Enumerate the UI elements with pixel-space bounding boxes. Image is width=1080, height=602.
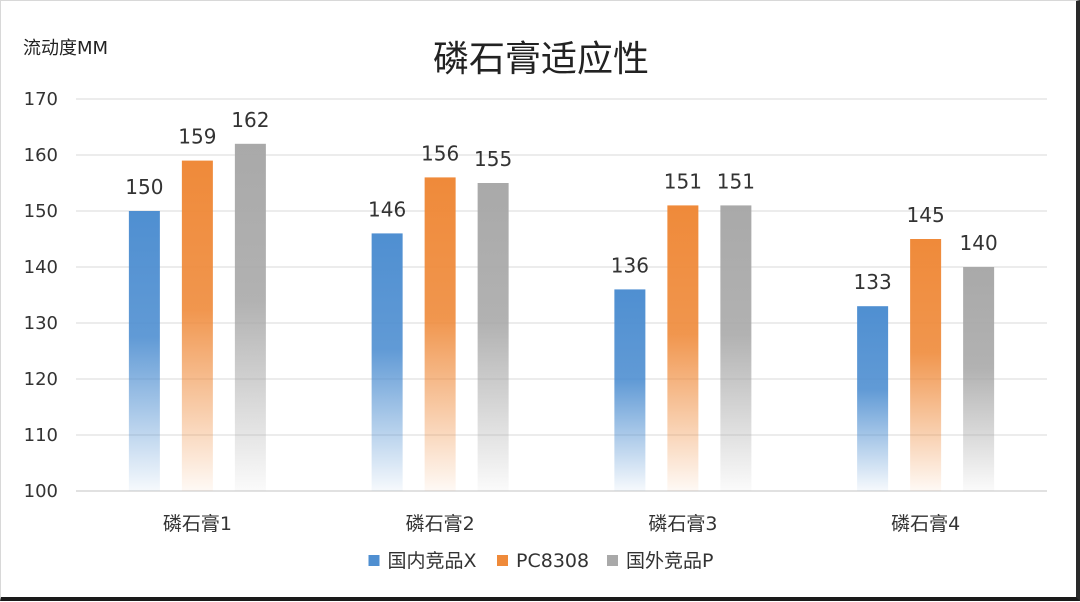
legend-item[interactable]: 国内竞品X [368, 550, 477, 572]
data-label: 159 [178, 125, 216, 149]
bar [910, 239, 942, 491]
y-tick-label: 160 [24, 145, 58, 166]
legend-label: 国外竞品P [626, 550, 713, 572]
x-tick-label: 磷石膏2 [406, 512, 475, 535]
data-label: 136 [611, 253, 649, 277]
y-tick-label: 130 [24, 313, 58, 334]
bar [234, 143, 266, 492]
data-label: 140 [960, 231, 998, 255]
bar [424, 177, 456, 491]
bar [614, 289, 646, 491]
bars [128, 143, 995, 492]
x-tick-label: 磷石膏4 [891, 512, 960, 535]
y-tick-label: 150 [24, 201, 58, 222]
data-label: 145 [907, 203, 945, 227]
bar [181, 160, 213, 491]
y-tick-label: 110 [24, 425, 58, 446]
legend-label: 国内竞品X [388, 550, 477, 572]
data-label: 151 [664, 169, 702, 193]
x-axis-ticks: 磷石膏1 磷石膏2 磷石膏3 磷石膏4 [163, 512, 960, 535]
chart-title: 磷石膏适应性 [433, 39, 649, 80]
bar [720, 205, 752, 491]
legend-swatch-gray [607, 555, 618, 566]
legend-item[interactable]: 国外竞品P [607, 550, 713, 572]
y-tick-label: 120 [24, 369, 58, 390]
y-axis-label: 流动度MM [23, 38, 108, 59]
x-tick-label: 磷石膏3 [648, 512, 717, 535]
legend-swatch-orange [497, 555, 508, 566]
data-label: 151 [717, 169, 755, 193]
legend-swatch-blue [368, 555, 380, 566]
data-labels: 150 159 162 146 156 155 136 151 151 133 145 140 [125, 108, 997, 294]
bar [128, 211, 160, 491]
x-tick-label: 磷石膏1 [163, 512, 232, 535]
data-label: 156 [421, 141, 459, 165]
y-tick-label: 100 [24, 481, 58, 502]
bar [857, 306, 889, 491]
bar [963, 267, 995, 491]
y-tick-label: 170 [24, 89, 58, 110]
data-label: 133 [854, 270, 892, 294]
bar [371, 233, 403, 491]
legend-item[interactable]: PC8308 [497, 550, 589, 572]
y-tick-label: 140 [24, 257, 58, 278]
data-label: 155 [474, 147, 512, 171]
legend[interactable]: 国内竞品X PC8308 国外竞品P [368, 550, 714, 572]
data-label: 162 [231, 108, 269, 132]
bar [477, 183, 509, 491]
grid-lines [76, 98, 1047, 492]
data-label: 146 [368, 197, 406, 221]
bar [667, 205, 699, 491]
legend-label: PC8308 [516, 550, 589, 572]
y-axis-ticks: 100 110 120 130 140 150 160 170 [24, 89, 58, 502]
data-label: 150 [125, 175, 163, 199]
